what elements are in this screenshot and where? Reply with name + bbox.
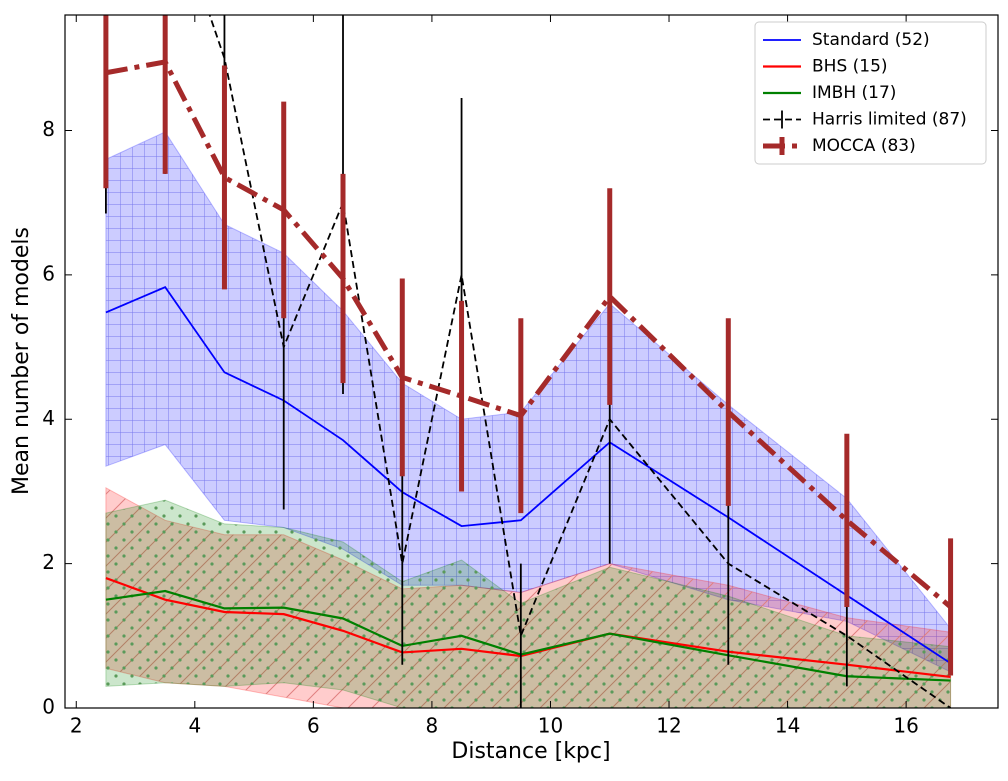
line bbox=[105, 577, 951, 679]
plot-area bbox=[103, 15, 954, 708]
line bbox=[208, 15, 952, 708]
x-tick-label: 6 bbox=[307, 714, 320, 738]
x-tick-label: 2 bbox=[70, 714, 83, 738]
x-tick-label: 16 bbox=[893, 714, 918, 738]
line bbox=[105, 286, 952, 664]
legend-box bbox=[754, 21, 987, 165]
legend-label: BHS (15) bbox=[812, 57, 888, 77]
x-axis-label: Distance [kpc] bbox=[451, 739, 610, 764]
y-tick-label: 8 bbox=[42, 117, 55, 141]
x-tick-label: 10 bbox=[538, 714, 563, 738]
legend-label: Harris limited (87) bbox=[812, 110, 967, 130]
legend-label: Standard (52) bbox=[812, 30, 930, 50]
y-tick-label: 6 bbox=[42, 261, 55, 285]
axes-frame bbox=[64, 14, 999, 709]
y-axis-label: Mean number of models bbox=[9, 227, 34, 495]
legend-label: MOCCA (83) bbox=[812, 136, 916, 156]
x-tick-label: 14 bbox=[775, 714, 800, 738]
x-tick-label: 12 bbox=[656, 714, 681, 738]
band-hatch bbox=[105, 500, 951, 708]
x-tick-label: 4 bbox=[188, 714, 201, 738]
legend-label: IMBH (17) bbox=[812, 83, 896, 103]
y-tick-label: 2 bbox=[42, 550, 55, 574]
x-tick-label: 8 bbox=[426, 714, 439, 738]
line bbox=[105, 589, 951, 682]
y-tick-label: 0 bbox=[42, 695, 55, 719]
y-tick-label: 4 bbox=[42, 406, 55, 430]
line bbox=[105, 59, 953, 609]
